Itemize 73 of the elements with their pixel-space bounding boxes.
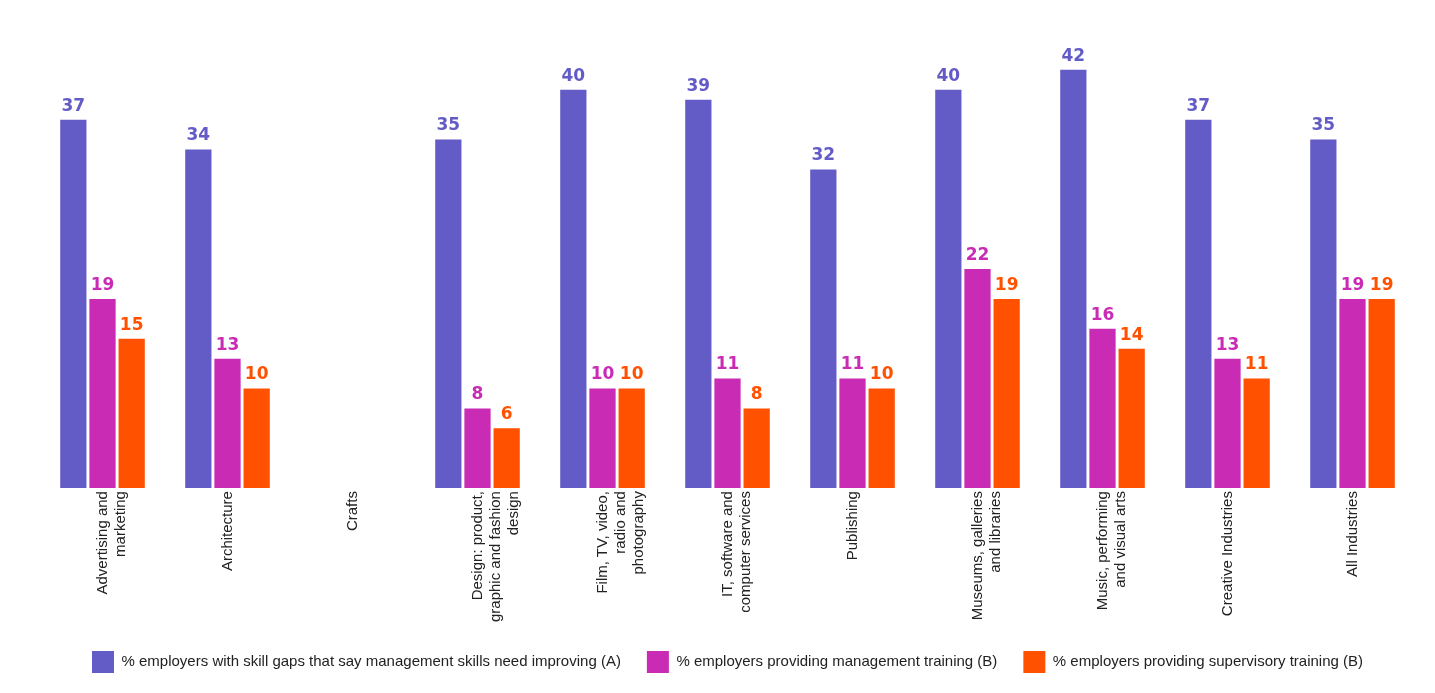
data-label: 37 — [1186, 94, 1211, 115]
bar — [868, 388, 895, 489]
data-label: 35 — [436, 114, 461, 135]
bar — [839, 378, 866, 489]
data-label: 19 — [1369, 273, 1394, 294]
x-tick-label: Design: product, graphic and fashion design — [467, 491, 521, 623]
data-label: 35 — [1311, 114, 1336, 135]
data-label: 11 — [840, 353, 865, 374]
bar — [60, 119, 87, 489]
bar — [1310, 139, 1337, 489]
data-label: 13 — [215, 333, 240, 354]
bar — [743, 408, 770, 489]
data-label: 16 — [1090, 303, 1115, 324]
data-label: 19 — [90, 273, 115, 294]
bar — [589, 388, 616, 489]
x-tick-label: Crafts — [342, 491, 360, 532]
data-label: 10 — [869, 363, 894, 384]
data-label: 40 — [561, 64, 586, 85]
data-label: 15 — [119, 313, 144, 334]
data-label: 11 — [715, 353, 740, 374]
data-label: 8 — [750, 383, 763, 404]
legend-label: % employers providing supervisory training (B) — [1052, 652, 1363, 670]
x-tick-label: Advertising and marketing — [92, 491, 128, 595]
x-tick-label: Music, performing and visual arts — [1092, 491, 1128, 611]
bar — [214, 358, 241, 489]
data-label: 42 — [1061, 44, 1086, 65]
bar — [1118, 348, 1145, 489]
data-label: 11 — [1244, 353, 1269, 374]
bar — [935, 89, 962, 489]
data-label: 10 — [244, 363, 269, 384]
bar — [1214, 358, 1241, 489]
data-label: 10 — [590, 363, 615, 384]
bar — [1339, 298, 1366, 489]
bar — [993, 298, 1020, 489]
bar — [618, 388, 645, 489]
data-label: 14 — [1119, 323, 1144, 344]
bar — [1060, 69, 1087, 489]
bar — [435, 139, 462, 489]
x-tick-label: Publishing — [842, 491, 860, 561]
bar — [464, 408, 491, 489]
data-label: 32 — [811, 144, 836, 165]
bar — [964, 269, 991, 489]
bar — [560, 89, 587, 489]
bar — [118, 338, 145, 489]
data-label: 13 — [1215, 333, 1240, 354]
bar — [1089, 328, 1116, 489]
legend-label: % employers with skill gaps that say management skills need improving (A) — [121, 652, 621, 670]
data-label: 6 — [500, 403, 513, 424]
data-label: 19 — [994, 273, 1019, 294]
bar — [243, 388, 270, 489]
x-tick-label: Museums, galleries and libraries — [967, 491, 1003, 621]
bar — [810, 169, 837, 489]
x-tick-label: Creative Industries — [1217, 491, 1235, 617]
bar — [493, 428, 520, 489]
legend-label: % employers providing management training (B) — [676, 652, 998, 670]
x-tick-label: Architecture — [217, 491, 235, 572]
bar — [714, 378, 741, 489]
data-label: 8 — [471, 383, 484, 404]
x-tick-label: Film, TV, video, radio and photography — [592, 490, 646, 594]
bar — [1185, 119, 1212, 489]
bar — [685, 99, 712, 489]
bar — [1243, 378, 1270, 489]
x-tick-label: All Industries — [1342, 491, 1360, 577]
bar — [89, 298, 116, 489]
data-label: 19 — [1340, 273, 1365, 294]
data-label: 40 — [936, 64, 961, 85]
data-label: 37 — [61, 94, 86, 115]
data-label: 10 — [619, 363, 644, 384]
data-label: 22 — [965, 243, 990, 264]
data-label: 34 — [186, 124, 211, 145]
data-label: 39 — [686, 74, 711, 95]
bar — [1368, 298, 1395, 489]
bar — [185, 149, 212, 489]
